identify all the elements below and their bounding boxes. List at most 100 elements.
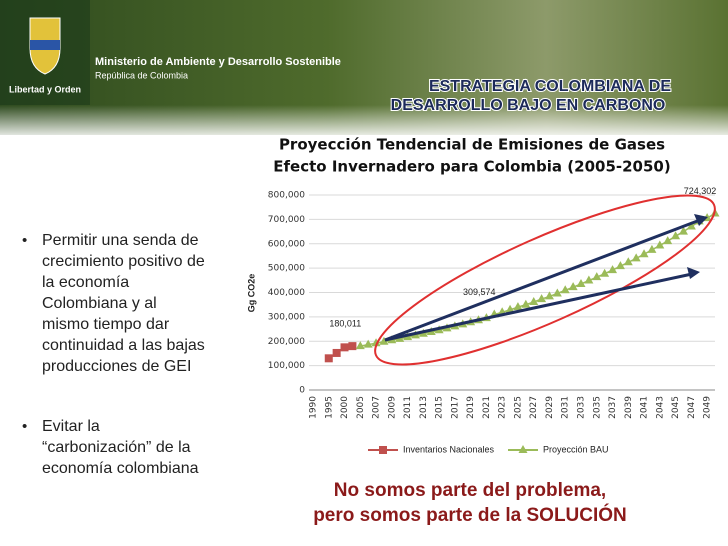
marker <box>631 253 641 262</box>
x-tick-label: 2015 <box>435 396 445 419</box>
bullet-text: continuidad a las bajas <box>42 337 205 354</box>
x-tick-label: 2017 <box>450 396 460 419</box>
bullet-text: Colombiana y al <box>42 295 157 312</box>
marker <box>324 354 333 363</box>
x-tick-label: 2047 <box>687 396 697 419</box>
marker <box>529 297 539 306</box>
marker <box>671 231 681 240</box>
y-tick-label: 700,000 <box>268 215 305 225</box>
ministry: Ministerio de Ambiente y Desarrollo Sost… <box>95 56 341 68</box>
arrow-head <box>694 214 708 226</box>
marker <box>340 343 349 352</box>
y-tick-label: 200,000 <box>268 337 305 347</box>
y-tick-label: 300,000 <box>268 312 305 322</box>
marker <box>355 341 365 350</box>
x-tick-label: 2033 <box>577 396 587 419</box>
x-tick-label: 2009 <box>387 396 397 419</box>
x-tick-label: 2011 <box>403 396 413 419</box>
chart-title: Efecto Invernadero para Colombia (2005-2… <box>273 158 670 176</box>
data-label: 724,302 <box>684 186 717 196</box>
marker <box>379 336 389 345</box>
trend-arrow <box>384 218 701 342</box>
x-tick-label: 2037 <box>608 396 618 419</box>
x-tick-label: 2005 <box>356 396 366 419</box>
x-tick-label: 2027 <box>529 396 539 419</box>
header-fade <box>0 105 728 140</box>
x-tick-label: 2025 <box>513 396 523 419</box>
bullet-dot: • <box>22 418 27 435</box>
marker <box>552 288 562 297</box>
slide-title: ESTRATEGIA COLOMBIANA DE <box>429 78 671 95</box>
arrow-head <box>687 267 700 279</box>
legend-label: Inventarios Nacionales <box>403 444 495 454</box>
marker <box>505 304 515 313</box>
bullet-text: mismo tiempo dar <box>42 316 170 333</box>
data-label: 309,574 <box>463 287 496 297</box>
bullet-text: “carbonización” de la <box>42 439 191 456</box>
chart: Proyección Tendencial de Emisiones de Ga… <box>246 136 720 454</box>
legend-marker <box>518 445 528 453</box>
data-label: 180,011 <box>329 318 361 328</box>
bullet-text: producciones de GEI <box>42 358 191 375</box>
marker <box>363 339 373 348</box>
x-tick-label: 2031 <box>561 396 571 419</box>
country: República de Colombia <box>95 70 188 80</box>
marker <box>686 221 696 230</box>
x-tick-label: 2035 <box>592 396 602 419</box>
y-tick-label: 800,000 <box>268 191 305 201</box>
x-tick-label: 1990 <box>309 396 319 419</box>
marker <box>576 278 586 287</box>
marker <box>678 226 688 235</box>
bullet-list: • Permitir una senda de crecimiento positi… <box>22 232 205 477</box>
marker <box>544 291 554 300</box>
coat-of-arms-band <box>30 40 60 50</box>
y-tick-label: 500,000 <box>268 264 305 274</box>
marker <box>663 236 673 245</box>
legend-marker <box>379 446 387 454</box>
y-tick-label: 100,000 <box>268 361 305 371</box>
footer-text: pero somos parte de la SOLUCIÓN <box>313 504 627 526</box>
marker <box>655 240 665 249</box>
y-tick-label: 600,000 <box>268 239 305 249</box>
bullet-dot: • <box>22 232 27 249</box>
marker <box>348 342 357 351</box>
marker <box>537 294 547 303</box>
bullet-text: crecimiento positivo de <box>42 253 205 270</box>
y-tick-label: 400,000 <box>268 288 305 298</box>
marker <box>568 282 578 291</box>
marker <box>584 275 594 284</box>
legend-label: Proyección BAU <box>543 444 609 454</box>
bullet-text: Permitir una senda de <box>42 232 199 249</box>
x-tick-label: 2043 <box>655 396 665 419</box>
bullet-text: Evitar la <box>42 418 100 435</box>
bullet-text: economía colombiana <box>42 460 199 477</box>
x-tick-label: 2013 <box>419 396 429 419</box>
marker <box>513 302 523 311</box>
x-tick-label: 2029 <box>545 396 555 419</box>
marker <box>332 348 341 357</box>
x-tick-label: 2023 <box>498 396 508 419</box>
marker <box>600 268 610 277</box>
marker <box>371 338 381 347</box>
motto: Libertad y Orden <box>9 84 81 94</box>
slide-title: DESARROLLO BAJO EN CARBONO <box>391 97 666 114</box>
marker <box>639 249 649 258</box>
footer-text: No somos parte del problema, <box>334 480 606 501</box>
marker <box>608 265 618 274</box>
marker <box>647 244 657 253</box>
x-tick-label: 2019 <box>466 396 476 419</box>
x-tick-label: 2049 <box>703 396 713 419</box>
marker <box>592 272 602 281</box>
x-tick-label: 2000 <box>340 396 350 419</box>
highlight-ellipse <box>374 194 716 366</box>
chart-title: Proyección Tendencial de Emisiones de Ga… <box>279 136 665 154</box>
marker <box>521 299 531 308</box>
bullet-text: la economía <box>42 274 129 291</box>
marker <box>560 285 570 294</box>
x-tick-label: 2007 <box>372 396 382 419</box>
x-tick-label: 1995 <box>324 396 334 419</box>
y-axis-label: Gg CO2e <box>246 274 256 313</box>
y-tick-label: 0 <box>299 386 305 396</box>
trend-arrow <box>384 272 693 342</box>
